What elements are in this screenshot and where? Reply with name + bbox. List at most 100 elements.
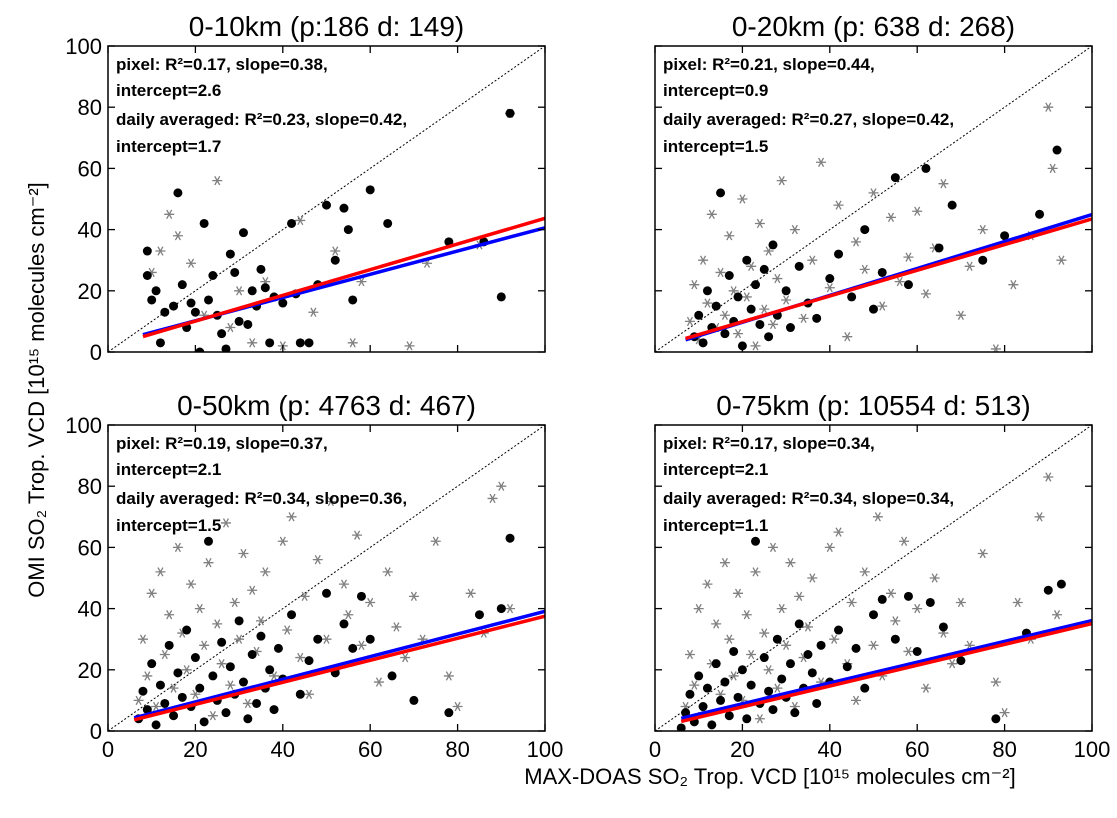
daily-point	[260, 283, 270, 293]
pixel-point	[715, 267, 726, 278]
daily-point	[991, 714, 1001, 724]
daily-point	[265, 338, 275, 348]
daily-point	[147, 295, 157, 305]
daily-point	[724, 711, 734, 721]
pixel-point	[1008, 280, 1019, 290]
pixel-point	[142, 671, 153, 681]
pixel-point	[693, 603, 704, 614]
fit-annotation: pixel: R²=0.21, slope=0.44,	[663, 55, 875, 74]
daily-point	[912, 646, 922, 656]
pixel-point	[851, 695, 862, 706]
pixel-point	[824, 283, 835, 293]
pixel-point	[295, 652, 306, 663]
daily-point	[698, 338, 708, 348]
daily-point	[339, 619, 349, 629]
daily-point	[155, 338, 165, 348]
pixel-point	[295, 215, 306, 226]
daily-point	[746, 680, 756, 690]
x-tick-label: 60	[358, 737, 382, 762]
daily-point	[860, 225, 870, 235]
pixel-point	[373, 677, 384, 687]
daily-point	[287, 218, 297, 228]
pixel-point	[702, 579, 713, 589]
pixel-point	[776, 603, 787, 614]
daily-point	[295, 689, 305, 699]
daily-point	[956, 656, 966, 666]
pixel-point	[443, 671, 454, 681]
x-tick-label: 100	[1074, 737, 1111, 762]
daily-point	[177, 280, 187, 290]
daily-point	[247, 650, 257, 659]
x-tick-label: 40	[271, 737, 295, 762]
daily-point	[746, 304, 756, 314]
pixel-point	[955, 597, 966, 608]
fit-line	[685, 217, 1092, 341]
daily-point	[199, 717, 209, 727]
fit-annotation: intercept=0.9	[663, 81, 768, 100]
pixel-point	[282, 625, 293, 635]
daily-point	[764, 332, 774, 342]
pixel-point	[299, 591, 310, 602]
pixel-point	[899, 536, 910, 546]
pixel-point	[733, 588, 744, 598]
daily-point	[247, 286, 257, 296]
pixel-point	[199, 640, 210, 650]
daily-point	[785, 323, 795, 333]
daily-point	[173, 668, 183, 678]
pixel-point	[238, 548, 249, 559]
daily-point	[505, 533, 515, 543]
daily-point	[803, 650, 813, 659]
pixel-point	[912, 206, 923, 216]
y-tick-label: 40	[78, 218, 102, 243]
y-tick-label: 80	[78, 474, 102, 499]
daily-point	[764, 686, 774, 696]
daily-point	[816, 640, 826, 650]
panel: 0-20km (p: 638 d: 268) pixel: R²=0.21, sl…	[654, 11, 1093, 353]
pixel-point	[733, 328, 744, 339]
pixel-point	[785, 558, 796, 568]
pixel-point	[912, 603, 923, 614]
daily-point	[182, 625, 192, 635]
pixel-point	[964, 261, 975, 271]
daily-point	[751, 280, 761, 290]
panel-title: 0-20km (p: 638 d: 268)	[732, 11, 1015, 42]
daily-point	[768, 240, 778, 250]
daily-point	[444, 708, 454, 718]
daily-point	[230, 267, 240, 277]
panel-title: 0-75km (p: 10554 d: 513)	[716, 390, 1030, 421]
daily-point	[1052, 145, 1062, 155]
daily-point	[169, 301, 179, 311]
pixel-point	[767, 542, 778, 553]
daily-point	[322, 588, 331, 598]
plot-frame	[107, 424, 546, 732]
daily-point	[978, 255, 988, 265]
daily-point	[505, 108, 515, 118]
pixel-point	[155, 567, 166, 577]
x-tick-label: 80	[992, 737, 1016, 762]
pixel-point	[759, 628, 770, 638]
pixel-point	[212, 175, 223, 186]
daily-point	[925, 597, 935, 607]
daily-point	[877, 594, 887, 604]
pixel-point	[728, 671, 739, 681]
pixel-point	[789, 224, 800, 235]
pixel-point	[872, 512, 883, 522]
daily-point	[685, 689, 695, 699]
pixel-point	[868, 188, 879, 198]
pixel-point	[207, 711, 218, 721]
pixel-point	[977, 224, 988, 235]
plot-frame	[654, 45, 1093, 353]
daily-point	[225, 249, 235, 259]
pixel-point	[146, 588, 157, 598]
pixel-point	[999, 707, 1010, 718]
pixel-point	[137, 634, 148, 644]
daily-point	[1035, 209, 1045, 219]
fit-annotation: pixel: R²=0.19, slope=0.37,	[116, 434, 328, 453]
y-tick-label: 80	[78, 95, 102, 120]
daily-point	[812, 698, 822, 708]
daily-point	[751, 536, 761, 546]
daily-point	[304, 656, 314, 666]
pixel-point	[1034, 512, 1045, 522]
pixel-point	[929, 573, 940, 583]
y-tick-label: 20	[78, 658, 102, 683]
